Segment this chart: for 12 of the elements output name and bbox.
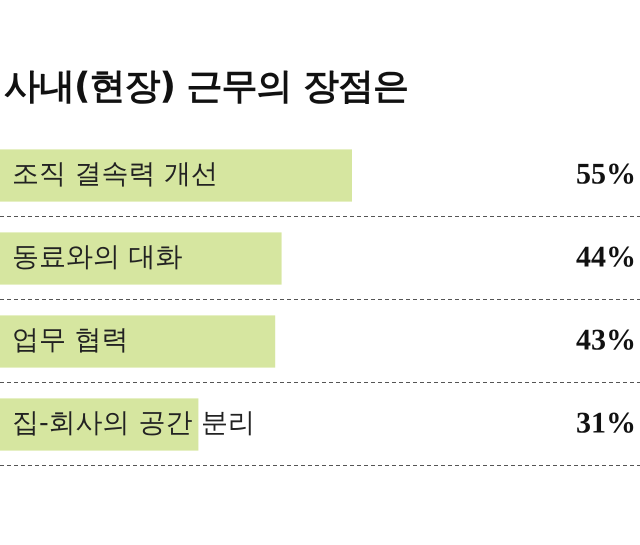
data-label: 43% bbox=[576, 323, 636, 356]
data-label: 31% bbox=[576, 406, 636, 440]
data-label: 55% bbox=[576, 157, 636, 190]
data-label: 44% bbox=[576, 240, 636, 274]
y-tick-label: 집-회사의 공간 분리 bbox=[12, 408, 255, 439]
bar bbox=[0, 315, 276, 368]
y-tick-label: 업무 협력 bbox=[12, 324, 129, 356]
bar bbox=[0, 149, 352, 202]
y-tick-label: 동료와의 대화 bbox=[12, 242, 183, 273]
chart-title: 사내(현장) 근무의 장점은 bbox=[4, 65, 408, 109]
bar bbox=[0, 232, 282, 285]
y-tick-label: 조직 결속력 개선 bbox=[12, 158, 218, 190]
